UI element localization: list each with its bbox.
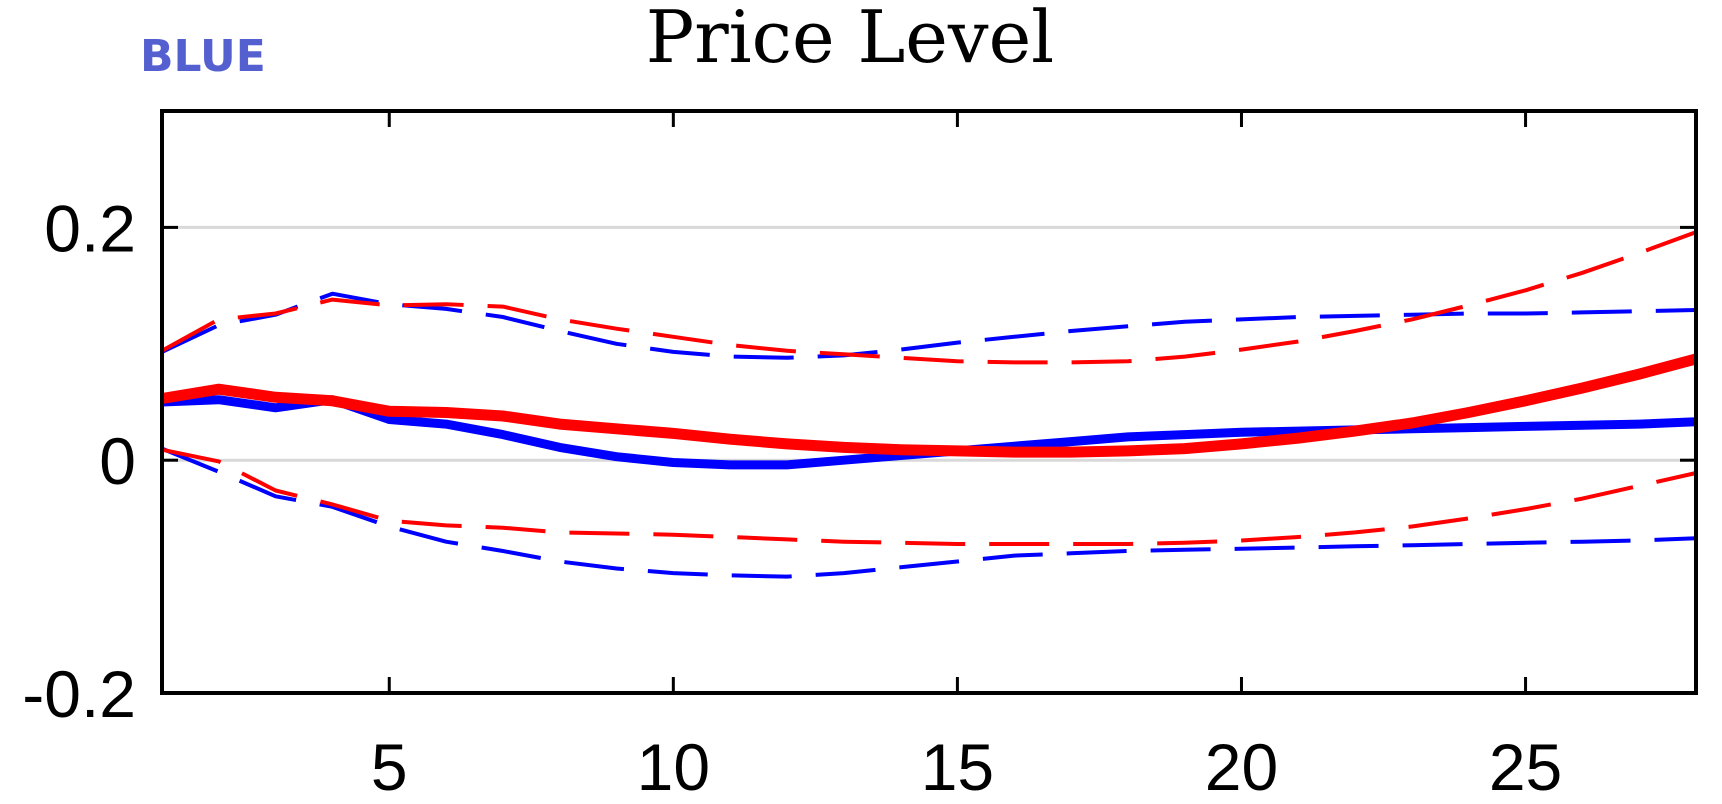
- series-line-red-dashed-3: [161, 230, 1697, 365]
- series-line-red-solid-1: [161, 353, 1698, 458]
- axis-ticks: [162, 111, 1696, 695]
- blue-tag-label: BLUE: [140, 31, 266, 82]
- tick-labels: 5 10 15 20 25 -0.2 0 0.2: [22, 191, 1562, 804]
- x-tick-label: 25: [1489, 730, 1562, 804]
- plot-area: [161, 230, 1698, 579]
- x-tick-label: 10: [637, 730, 710, 804]
- x-tick-label: 5: [371, 730, 408, 804]
- series-line-blue-dashed-4: [161, 446, 1697, 579]
- y-tick-label: 0.2: [44, 191, 136, 265]
- y-tick-label: -0.2: [22, 657, 136, 731]
- axes-frame: [160, 109, 1698, 695]
- chart-title: Price Level: [646, 0, 1054, 79]
- series-line-blue-dashed-2: [161, 291, 1697, 360]
- x-tick-label: 15: [921, 730, 994, 804]
- x-tick-label: 20: [1205, 730, 1278, 804]
- gridlines: [162, 225, 1696, 462]
- series-line-red-dashed-5: [161, 447, 1697, 546]
- y-tick-label: 0: [99, 424, 136, 498]
